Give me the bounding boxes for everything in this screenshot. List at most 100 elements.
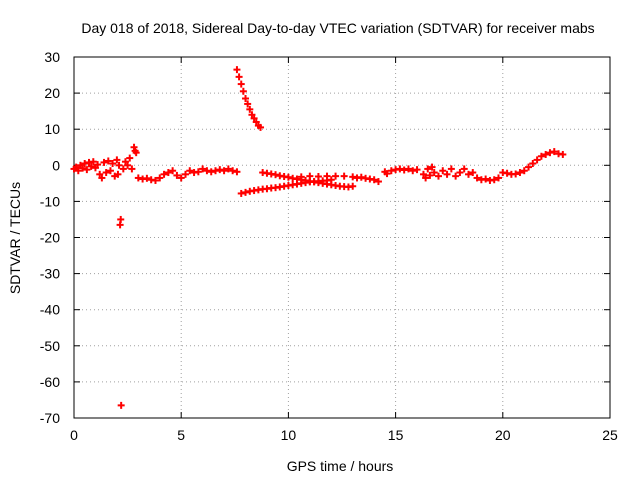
- x-tick-label: 20: [495, 427, 511, 443]
- y-axis-label: SDTVAR / TECUs: [7, 182, 23, 294]
- data-points: [70, 66, 567, 409]
- data-point: [143, 174, 151, 182]
- data-point: [160, 170, 168, 178]
- data-point: [102, 169, 110, 177]
- data-point: [177, 174, 185, 182]
- data-point: [525, 163, 533, 171]
- data-point: [89, 158, 97, 166]
- data-point: [452, 172, 460, 180]
- data-point: [233, 66, 241, 74]
- data-point: [434, 172, 442, 180]
- data-point: [126, 154, 134, 162]
- data-point: [119, 165, 127, 173]
- data-point: [98, 174, 106, 182]
- data-point: [428, 163, 436, 171]
- data-point: [482, 175, 490, 183]
- data-point: [113, 156, 121, 164]
- data-point: [246, 105, 254, 113]
- data-point: [74, 167, 82, 175]
- data-point: [559, 150, 567, 158]
- data-point: [121, 158, 129, 166]
- data-point: [404, 165, 412, 173]
- data-point: [216, 166, 224, 174]
- data-point: [104, 157, 112, 165]
- data-point: [128, 165, 136, 173]
- data-point: [464, 170, 472, 178]
- data-point: [252, 118, 260, 126]
- data-point: [537, 152, 545, 160]
- data-point: [237, 80, 245, 88]
- y-tick-label: -20: [40, 230, 60, 246]
- data-point: [456, 169, 464, 177]
- y-tick-label: -10: [40, 193, 60, 209]
- data-point: [340, 172, 348, 180]
- data-point: [181, 170, 189, 178]
- data-point: [529, 159, 537, 167]
- data-point: [72, 163, 80, 171]
- data-point: [87, 162, 95, 170]
- data-point: [284, 173, 292, 181]
- y-tick-label: -40: [40, 302, 60, 318]
- data-point: [156, 174, 164, 182]
- y-tick-label: 30: [44, 49, 60, 65]
- data-point: [357, 173, 365, 181]
- data-point: [314, 172, 322, 180]
- data-point: [109, 159, 117, 167]
- data-point: [164, 169, 172, 177]
- data-point: [419, 170, 427, 178]
- data-point: [83, 166, 91, 174]
- data-point: [430, 169, 438, 177]
- data-point: [117, 215, 125, 223]
- data-point: [439, 167, 447, 175]
- data-point: [96, 170, 104, 178]
- axis-ticks: 0 5 10 15 20 25 -70 -60 -50 -40 -30 -20 -10 0 10 20 30: [40, 49, 618, 443]
- data-point: [114, 170, 122, 178]
- data-point: [233, 168, 241, 176]
- data-point: [79, 164, 87, 172]
- chart-title: Day 018 of 2018, Sidereal Day-to-day VTE…: [81, 20, 594, 36]
- data-point: [495, 174, 503, 182]
- data-point: [426, 171, 434, 179]
- x-tick-label: 15: [388, 427, 404, 443]
- gridlines: [74, 57, 610, 418]
- data-point: [250, 114, 258, 122]
- data-point: [443, 170, 451, 178]
- data-point: [516, 169, 524, 177]
- data-point: [473, 174, 481, 182]
- x-tick-label: 10: [281, 427, 297, 443]
- data-point: [212, 167, 220, 175]
- data-point: [100, 158, 108, 166]
- data-point: [117, 401, 125, 409]
- data-point: [460, 165, 468, 173]
- data-point: [349, 182, 357, 190]
- data-point: [447, 165, 455, 173]
- data-point: [186, 167, 194, 175]
- data-point: [242, 188, 250, 196]
- data-point: [199, 165, 207, 173]
- y-tick-label: 10: [44, 121, 60, 137]
- data-point: [244, 100, 252, 108]
- data-point: [272, 171, 280, 179]
- data-point: [207, 168, 215, 176]
- data-point: [550, 148, 558, 156]
- y-tick-label: 0: [52, 157, 60, 173]
- data-point: [383, 170, 391, 178]
- y-tick-label: -50: [40, 338, 60, 354]
- data-point: [503, 169, 511, 177]
- data-point: [422, 174, 430, 182]
- x-tick-label: 0: [70, 427, 78, 443]
- data-point: [239, 87, 247, 95]
- data-point: [235, 73, 243, 81]
- data-point: [220, 167, 228, 175]
- data-point: [203, 167, 211, 175]
- data-point: [370, 176, 378, 184]
- data-point: [512, 170, 520, 178]
- data-point: [349, 173, 357, 181]
- data-point: [323, 172, 331, 180]
- data-point: [94, 161, 102, 169]
- data-point: [81, 159, 89, 167]
- y-tick-label: -60: [40, 374, 60, 390]
- data-point: [194, 168, 202, 176]
- data-point: [396, 165, 404, 173]
- data-point: [413, 166, 421, 174]
